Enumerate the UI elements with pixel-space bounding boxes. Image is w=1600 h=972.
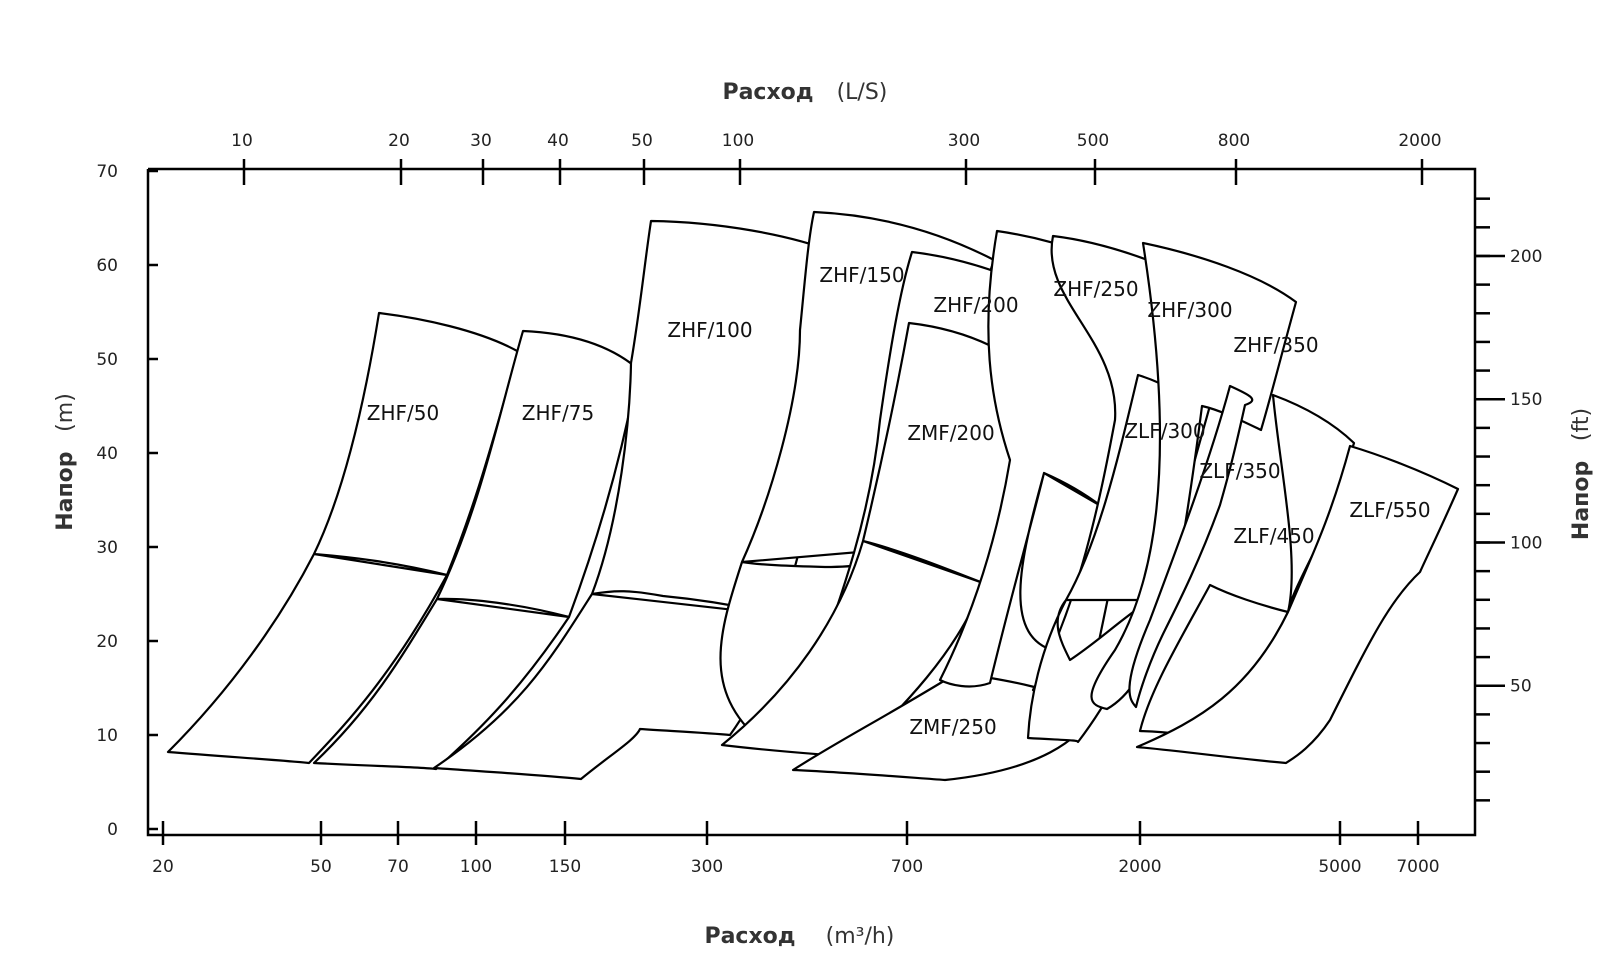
region-outline <box>1135 444 1460 765</box>
region-label: ZLF/550 <box>1349 498 1430 522</box>
bottom-tick-label: 700 <box>891 857 923 877</box>
top-axis-title-text: Расход <box>722 80 813 105</box>
right-tick-label: 200 <box>1510 247 1542 267</box>
region-label: ZLF/450 <box>1233 524 1314 548</box>
top-axis-unit: (L/S) <box>837 80 888 105</box>
top-axis-title: Расход (L/S) <box>722 80 887 105</box>
region-label: ZMF/200 <box>907 421 994 445</box>
top-tick-label: 50 <box>631 131 653 151</box>
bottom-tick-label: 300 <box>691 857 723 877</box>
right-axis-unit: (ft) <box>1569 408 1594 441</box>
bottom-axis-title: Расход (m³/h) <box>704 924 894 949</box>
regions-layer <box>166 210 1460 782</box>
right-tick-label: 150 <box>1510 390 1542 410</box>
top-tick-label: 100 <box>722 131 754 151</box>
left-tick-label: 40 <box>96 444 118 464</box>
left-tick-label: 0 <box>107 820 118 840</box>
plot-frame <box>146 167 1477 837</box>
left-tick-label: 50 <box>96 350 118 370</box>
bottom-tick-label: 20 <box>152 857 174 877</box>
top-tick-label: 20 <box>388 131 410 151</box>
right-axis-title-text: Напор (ft) <box>1569 408 1594 540</box>
region-outline <box>312 329 640 771</box>
bottom-tick-label: 100 <box>460 857 492 877</box>
left-axis-title-word: Напор <box>53 451 78 530</box>
left-tick-label: 30 <box>96 538 118 558</box>
bottom-tick-label: 150 <box>549 857 581 877</box>
left-tick-label: 60 <box>96 256 118 276</box>
left-tick-label: 10 <box>96 726 118 746</box>
right-axis-title-word: Напор <box>1569 461 1594 540</box>
region-label: ZMF/250 <box>909 715 996 739</box>
region-label: ZHF/100 <box>667 318 752 342</box>
left-tick-label: 20 <box>96 632 118 652</box>
bottom-tick-label: 70 <box>387 857 409 877</box>
left-axis-title: Напор (m) <box>53 393 78 531</box>
region-outline <box>1128 384 1254 709</box>
region-label: ZHF/200 <box>933 293 1018 317</box>
top-tick-label: 800 <box>1218 131 1250 151</box>
region-label: ZHF/300 <box>1147 298 1232 322</box>
region-label: ZHF/50 <box>367 401 439 425</box>
bottom-tick-label: 2000 <box>1118 857 1161 877</box>
bottom-axis-unit: (m³/h) <box>826 924 895 949</box>
region-label: ZHF/150 <box>819 263 904 287</box>
bottom-tick-label: 7000 <box>1396 857 1439 877</box>
left-tick-label: 70 <box>96 162 118 182</box>
top-tick-label: 300 <box>948 131 980 151</box>
top-tick-label: 40 <box>547 131 569 151</box>
bottom-axis-title-text: Расход <box>704 924 795 949</box>
top-tick-label: 500 <box>1077 131 1109 151</box>
top-tick-label: 10 <box>231 131 253 151</box>
top-tick-label: 2000 <box>1398 131 1441 151</box>
region-label: ZLF/300 <box>1124 419 1205 443</box>
right-tick-label: 100 <box>1510 533 1542 553</box>
left-axis-unit: (m) <box>53 393 78 432</box>
right-tick-label: 50 <box>1510 677 1532 697</box>
bottom-tick-label: 50 <box>310 857 332 877</box>
region-labels-layer: ZHF/50 ZHF/75 ZHF/100 ZHF/150 ZHF/200 ZMF/200… <box>367 263 1431 739</box>
right-axis-title: Напор (ft) <box>1569 408 1594 540</box>
bottom-tick-label: 5000 <box>1318 857 1361 877</box>
top-tick-label: 30 <box>470 131 492 151</box>
region-label: ZHF/350 <box>1233 333 1318 357</box>
region-label: ZLF/350 <box>1199 459 1280 483</box>
ticks-layer: 0 10 20 30 40 50 60 70 10 20 30 40 50 100 300 500 800 200… <box>96 131 1542 877</box>
region-label: ZHF/250 <box>1053 277 1138 301</box>
region-label: ZHF/75 <box>522 401 594 425</box>
left-axis-title-text: Напор (m) <box>53 393 78 531</box>
